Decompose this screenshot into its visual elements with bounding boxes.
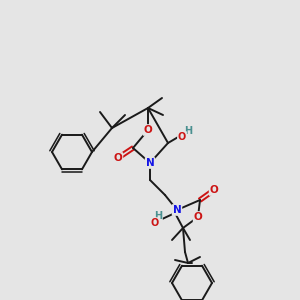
Text: H: H — [154, 211, 162, 221]
Text: O: O — [178, 132, 186, 142]
Text: O: O — [114, 153, 122, 163]
Text: H: H — [184, 126, 192, 136]
Text: O: O — [210, 185, 218, 195]
Text: O: O — [151, 218, 159, 228]
Text: N: N — [146, 158, 154, 168]
Text: O: O — [194, 212, 202, 222]
Text: O: O — [144, 125, 152, 135]
Text: N: N — [172, 205, 182, 215]
